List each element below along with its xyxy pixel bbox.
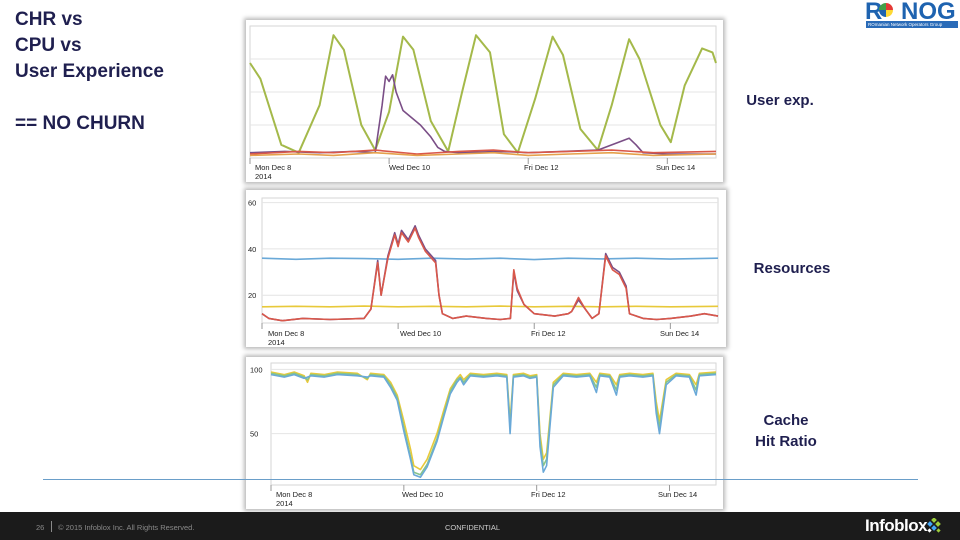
x-tick-mon: Mon Dec 8 xyxy=(255,163,292,172)
ronog-logo: RONOG ROmanian Network Operators Group xyxy=(862,0,960,30)
copyright-text: © 2015 Infoblox Inc. All Rights Reserved… xyxy=(58,523,195,532)
x-tick-sun: Sun Dec 14 xyxy=(660,329,700,338)
series-line xyxy=(249,149,717,155)
page-number: 26 xyxy=(36,523,45,532)
cache-hit-chart-panel: 50 100 Mon Dec 8 2014 Wed Dec 10 Fri Dec … xyxy=(246,357,723,509)
resources-chart-panel: 20 40 60 Mon Dec 8 2014 Wed Dec 10 Fri Dec… xyxy=(246,190,726,347)
x-tick-fri: Fri Dec 12 xyxy=(531,329,566,338)
title-line-cpu: CPU vs xyxy=(15,35,82,56)
confidential-label: CONFIDENTIAL xyxy=(445,523,501,532)
x-tick-sun: Sun Dec 14 xyxy=(656,163,696,172)
x-tick-year: 2014 xyxy=(268,338,285,347)
label-resources: Resources xyxy=(753,260,831,277)
x-tick-mon: Mon Dec 8 xyxy=(268,329,305,338)
y-tick-label: 40 xyxy=(248,245,256,254)
title-spacer xyxy=(15,85,164,111)
plot-frame xyxy=(270,362,717,486)
series-line xyxy=(270,372,717,476)
label-cache-hit-ratio: Cache Hit Ratio xyxy=(738,410,834,452)
label-cache-line1: Cache xyxy=(763,412,809,429)
series-line xyxy=(249,73,716,155)
x-tick-fri: Fri Dec 12 xyxy=(524,163,559,172)
x-tick-wed: Wed Dec 10 xyxy=(402,490,444,499)
y-tick-label: 100 xyxy=(250,365,263,374)
user-exp-chart xyxy=(249,25,717,164)
y-tick-label: 50 xyxy=(250,430,258,439)
x-tick-year: 2014 xyxy=(276,499,293,508)
x-tick-year: 2014 xyxy=(255,172,272,181)
slide-subtitle: == NO CHURN xyxy=(15,113,145,134)
x-tick-mon: Mon Dec 8 xyxy=(276,490,313,499)
footer-divider xyxy=(43,479,918,480)
plot-frame xyxy=(261,197,719,324)
y-tick-label: 60 xyxy=(248,199,256,208)
logo-wordmark: RONOG xyxy=(865,0,956,25)
series-line xyxy=(249,34,717,154)
footer-bar: 26 © 2015 Infoblox Inc. All Rights Reser… xyxy=(0,512,960,540)
x-tick-fri: Fri Dec 12 xyxy=(531,490,566,499)
label-user-exp: User exp. xyxy=(746,92,814,109)
series-line xyxy=(270,373,717,479)
slide-title: CHR vs CPU vs User Experience == NO CHUR… xyxy=(15,7,164,137)
title-line-user-experience: User Experience xyxy=(15,61,164,82)
y-tick-label: 20 xyxy=(248,291,256,300)
resources-chart: 20 40 60 xyxy=(248,197,719,329)
infoblox-logo-text: Infoblox xyxy=(865,516,928,535)
series-line xyxy=(249,151,717,157)
footer-separator xyxy=(51,521,52,532)
cache-hit-chart: 50 100 xyxy=(250,362,717,491)
series-line xyxy=(261,257,719,261)
x-tick-wed: Wed Dec 10 xyxy=(400,329,442,338)
series-line xyxy=(261,227,719,322)
title-line-chr: CHR vs xyxy=(15,9,83,30)
x-tick-sun: Sun Dec 14 xyxy=(658,490,698,499)
series-line xyxy=(261,305,719,308)
logo-subtext: ROmanian Network Operators Group xyxy=(866,21,958,28)
user-exp-chart-panel: Mon Dec 8 2014 Wed Dec 10 Fri Dec 12 Sun… xyxy=(246,20,723,182)
label-cache-line2: Hit Ratio xyxy=(755,433,817,450)
infoblox-diamond-icon xyxy=(927,518,941,533)
logo-wheel-icon xyxy=(879,3,893,17)
x-tick-wed: Wed Dec 10 xyxy=(389,163,431,172)
series-line xyxy=(270,371,717,471)
